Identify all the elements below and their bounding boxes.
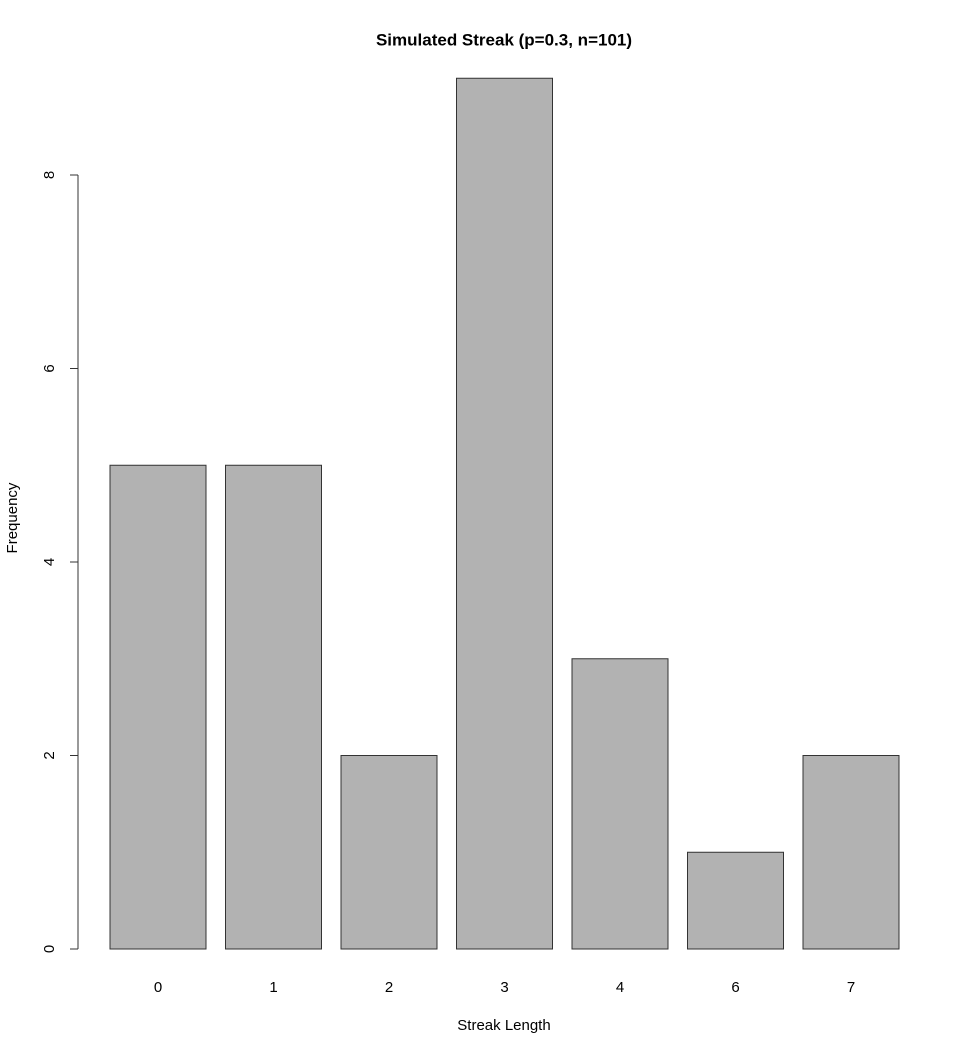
y-tick-label: 0 bbox=[41, 945, 58, 953]
x-axis-label: Streak Length bbox=[457, 1017, 550, 1034]
chart-title: Simulated Streak (p=0.3, n=101) bbox=[376, 30, 632, 49]
bar bbox=[571, 658, 669, 950]
x-tick-label: 2 bbox=[385, 979, 393, 996]
y-tick-label: 8 bbox=[41, 171, 58, 179]
y-tick-label: 4 bbox=[41, 558, 58, 566]
y-axis-label: Frequency bbox=[4, 482, 21, 553]
bar bbox=[340, 755, 438, 950]
bar bbox=[456, 77, 553, 950]
x-tick-label: 4 bbox=[616, 979, 624, 996]
x-tick-label: 7 bbox=[847, 979, 855, 996]
x-tick-label: 0 bbox=[154, 979, 162, 996]
bar bbox=[687, 851, 784, 950]
y-tick-label: 2 bbox=[41, 751, 58, 759]
x-tick-label: 1 bbox=[269, 979, 277, 996]
bar bbox=[802, 755, 900, 950]
bar bbox=[109, 464, 207, 950]
x-tick-label: 6 bbox=[731, 979, 739, 996]
y-tick-label: 6 bbox=[41, 364, 58, 372]
bar bbox=[225, 464, 322, 950]
x-tick-label: 3 bbox=[500, 979, 508, 996]
